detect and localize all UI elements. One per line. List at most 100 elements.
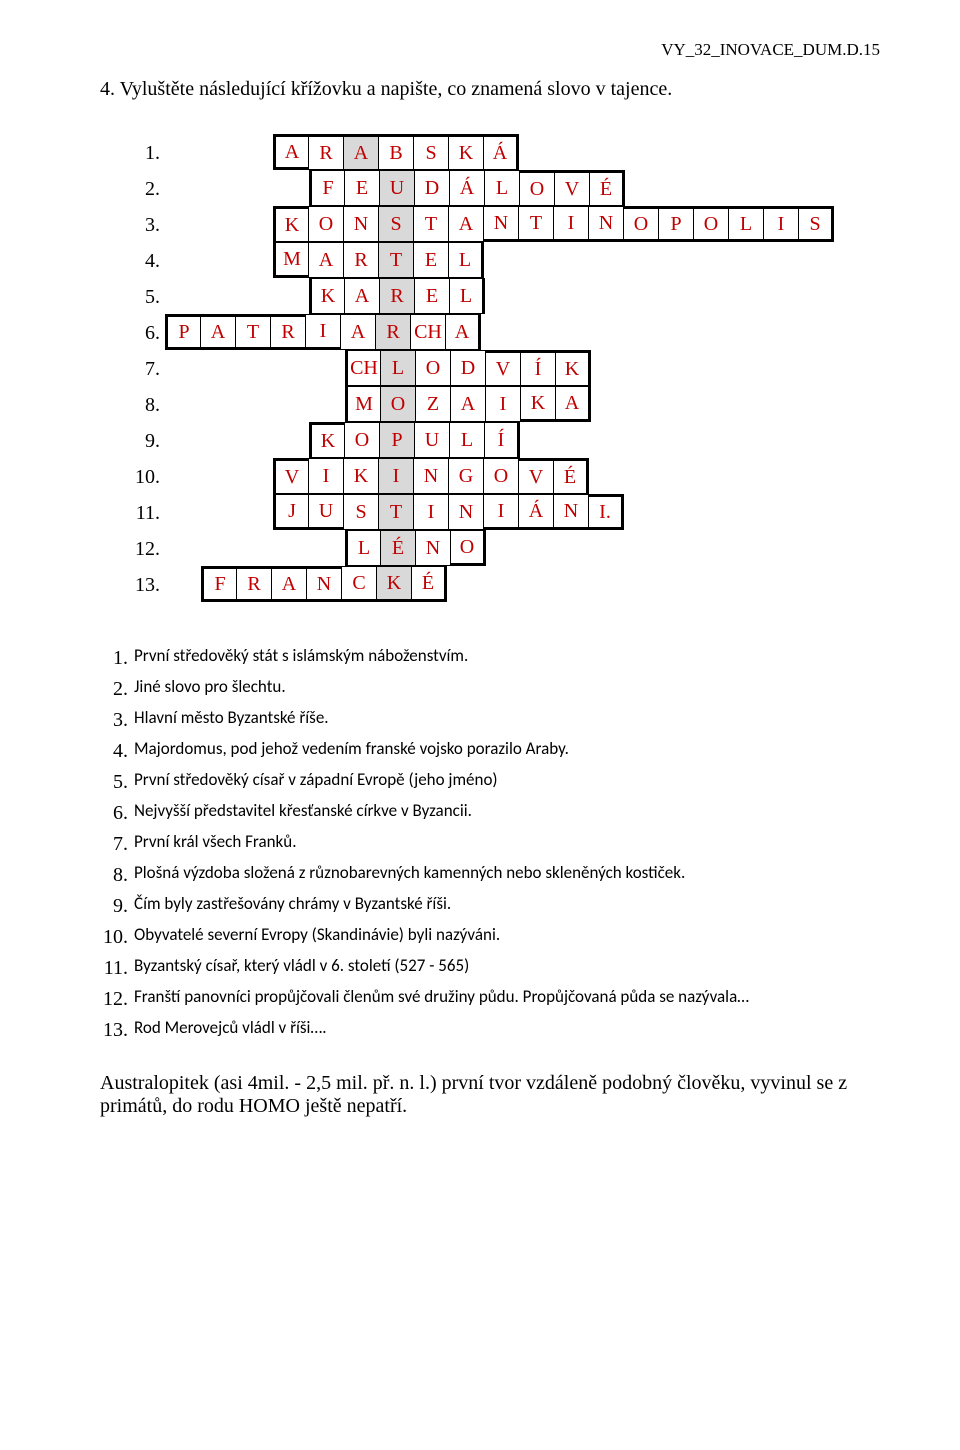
- crossword-cell: I: [763, 206, 799, 242]
- crossword-row: 4.MARTEL: [110, 243, 880, 279]
- crossword-cell: I: [483, 494, 519, 530]
- crossword-row: 7.CHLODVÍK: [110, 351, 880, 387]
- crossword-cell: J: [273, 494, 309, 530]
- clue-row: 11.Byzantský císař, který vládl v 6. sto…: [100, 953, 880, 984]
- crossword-cell: L: [484, 170, 520, 206]
- crossword-cell: N: [413, 458, 449, 494]
- crossword-cell: K: [309, 422, 345, 458]
- crossword-cell: O: [519, 170, 555, 206]
- clue-text: První král všech Franků.: [134, 829, 880, 860]
- clue-number: 10.: [100, 922, 134, 953]
- crossword-row: 5.KAREL: [110, 279, 880, 315]
- crossword-spacer: [166, 243, 274, 279]
- crossword-cell: O: [415, 350, 451, 386]
- crossword-cell: E: [414, 278, 450, 314]
- crossword-cell: K: [555, 350, 591, 386]
- crossword-cell: K: [520, 386, 556, 422]
- crossword-cell: L: [449, 422, 485, 458]
- crossword-cell: F: [201, 566, 237, 602]
- crossword-row-number: 4.: [110, 243, 166, 279]
- crossword-spacer: [166, 135, 274, 171]
- crossword-cell: T: [378, 242, 414, 278]
- crossword-cell: A: [450, 386, 486, 422]
- crossword-row-number: 9.: [110, 423, 166, 459]
- crossword-cell: Á: [518, 494, 554, 530]
- clue-text: Čím byly zastřešovány chrámy v Byzantské…: [134, 891, 880, 922]
- crossword-cell: L: [449, 278, 485, 314]
- crossword-cell: É: [380, 530, 416, 566]
- crossword-row-number: 13.: [110, 567, 166, 603]
- crossword-cell: K: [343, 458, 379, 494]
- clue-text: Rod Merovejců vládl v říši….: [134, 1015, 880, 1046]
- crossword-cell: É: [411, 566, 447, 602]
- crossword-cell: Í: [520, 350, 556, 386]
- clue-text: První středověký stát s islámským nábože…: [134, 643, 880, 674]
- clue-text: První středověký císař v západní Evropě …: [134, 767, 880, 798]
- crossword-cell: A: [340, 314, 376, 350]
- crossword-cell: V: [485, 350, 521, 386]
- crossword-cell: O: [483, 458, 519, 494]
- crossword-row-number: 6.: [110, 315, 166, 351]
- clue-text: Hlavní město Byzantské říše.: [134, 705, 880, 736]
- crossword-cell: K: [376, 566, 412, 602]
- crossword-cell: T: [413, 206, 449, 242]
- crossword-cell: I: [485, 386, 521, 422]
- crossword-cell: L: [448, 242, 484, 278]
- crossword-cell: V: [554, 170, 590, 206]
- clue-row: 5.První středověký císař v západní Evrop…: [100, 767, 880, 798]
- crossword-cell: L: [380, 350, 416, 386]
- crossword-cell: V: [518, 458, 554, 494]
- crossword-cell: Á: [449, 170, 485, 206]
- clue-text: Obyvatelé severní Evropy (Skandinávie) b…: [134, 922, 880, 953]
- crossword-cell: O: [308, 206, 344, 242]
- crossword-cell: A: [445, 314, 481, 350]
- crossword-spacer: [166, 279, 310, 315]
- clue-number: 8.: [100, 860, 134, 891]
- crossword-spacer: [166, 567, 202, 603]
- instruction-text: 4. Vyluštěte následující křížovku a napi…: [100, 78, 880, 101]
- crossword-row: 11.JUSTINIÁNI.: [110, 495, 880, 531]
- crossword-cell: M: [273, 242, 309, 278]
- clue-number: 9.: [100, 891, 134, 922]
- clue-text: Byzantský císař, který vládl v 6. stolet…: [134, 953, 880, 984]
- crossword-cell: N: [553, 494, 589, 530]
- crossword-row: 1.ARABSKÁ: [110, 135, 880, 171]
- crossword-cell: I.: [588, 494, 624, 530]
- crossword-cell: É: [553, 458, 589, 494]
- clue-number: 7.: [100, 829, 134, 860]
- crossword-row-number: 11.: [110, 495, 166, 531]
- crossword-row: 12.LÉNO: [110, 531, 880, 567]
- crossword-cell: E: [413, 242, 449, 278]
- crossword-cell: U: [379, 170, 415, 206]
- crossword-cell: A: [308, 242, 344, 278]
- crossword-cell: V: [273, 458, 309, 494]
- clue-row: 9.Čím byly zastřešovány chrámy v Byzants…: [100, 891, 880, 922]
- crossword-cell: U: [308, 494, 344, 530]
- crossword-row: 3.KONSTANTINOPOLIS: [110, 207, 880, 243]
- crossword-cell: S: [798, 206, 834, 242]
- crossword-cell: S: [413, 134, 449, 170]
- crossword-cell: Í: [484, 422, 520, 458]
- crossword-cell: T: [518, 206, 554, 242]
- crossword-cell: D: [450, 350, 486, 386]
- crossword-cell: É: [589, 170, 625, 206]
- crossword-cell: T: [235, 314, 271, 350]
- crossword-cell: I: [553, 206, 589, 242]
- crossword-cell: K: [273, 206, 309, 242]
- crossword-cell: N: [415, 530, 451, 566]
- crossword-row-number: 2.: [110, 171, 166, 207]
- crossword-cell: N: [448, 494, 484, 530]
- crossword-cell: R: [270, 314, 306, 350]
- crossword-cell: A: [271, 566, 307, 602]
- clue-text: Plošná výzdoba složená z různobarevných …: [134, 860, 880, 891]
- crossword-cell: O: [450, 530, 486, 566]
- crossword-cell: K: [309, 278, 345, 314]
- crossword-cell: I: [305, 314, 341, 350]
- clue-number: 1.: [100, 643, 134, 674]
- crossword-cell: R: [308, 134, 344, 170]
- clue-row: 1.První středověký stát s islámským nábo…: [100, 643, 880, 674]
- clue-row: 6.Nejvyšší představitel křesťanské církv…: [100, 798, 880, 829]
- crossword-cell: Á: [483, 134, 519, 170]
- crossword-cell: I: [308, 458, 344, 494]
- clue-number: 6.: [100, 798, 134, 829]
